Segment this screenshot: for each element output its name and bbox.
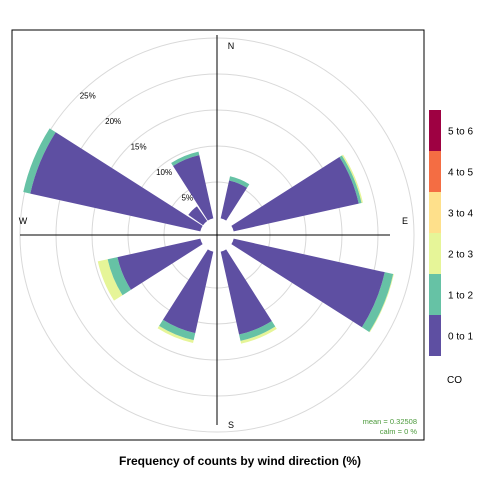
radial-tick-label: 10% bbox=[156, 168, 172, 177]
sector-67.5-bin-1 bbox=[339, 155, 362, 204]
mean-stat: mean = 0.32508 bbox=[363, 417, 417, 426]
legend-swatch-5 bbox=[429, 110, 441, 151]
sector-112.5-bin-1 bbox=[361, 272, 394, 332]
sector-157.5-bin-1 bbox=[239, 320, 276, 341]
sector-67.5-bin-0 bbox=[231, 157, 359, 232]
legend: 5 to 6 4 to 5 3 to 4 2 to 3 1 to 2 0 to 1 bbox=[429, 110, 473, 356]
wind-sectors bbox=[23, 128, 394, 344]
radial-tick-labels: 5% 10% 15% 20% 25% bbox=[80, 92, 193, 203]
sector-157.5-bin-0 bbox=[220, 249, 272, 335]
direction-label-w: W bbox=[19, 216, 28, 226]
calm-stat: calm = 0 % bbox=[380, 427, 418, 436]
legend-label: 0 to 1 bbox=[448, 332, 473, 343]
legend-swatch-0 bbox=[429, 315, 441, 356]
direction-label-s: S bbox=[228, 420, 234, 430]
legend-swatch-2 bbox=[429, 233, 441, 274]
sector-112.5-bin-0 bbox=[231, 238, 385, 328]
legend-label: 4 to 5 bbox=[448, 168, 473, 179]
sector-247.5-bin-1 bbox=[107, 257, 132, 296]
legend-swatch-3 bbox=[429, 192, 441, 233]
direction-label-n: N bbox=[228, 41, 235, 51]
sector-67.5-bin-2 bbox=[341, 154, 363, 203]
sector-202.5-bin-1 bbox=[159, 319, 196, 341]
legend-label: 2 to 3 bbox=[448, 250, 473, 261]
sector-247.5-bin-0 bbox=[117, 238, 203, 290]
legend-label: 3 to 4 bbox=[448, 209, 473, 220]
sector-337.5-bin-0 bbox=[173, 155, 214, 221]
radial-tick-label: 5% bbox=[182, 194, 194, 203]
radial-tick-label: 25% bbox=[80, 92, 96, 101]
legend-swatch-1 bbox=[429, 274, 441, 315]
sector-202.5-bin-2 bbox=[157, 325, 194, 343]
legend-swatch-4 bbox=[429, 151, 441, 192]
sector-292.5-bin-0 bbox=[30, 132, 203, 232]
sector-157.5-bin-2 bbox=[240, 326, 277, 344]
legend-label: 1 to 2 bbox=[448, 291, 473, 302]
direction-label-e: E bbox=[402, 216, 408, 226]
sector-292.5-bin-1 bbox=[23, 128, 56, 194]
compass-axes bbox=[20, 35, 390, 425]
legend-label: 5 to 6 bbox=[448, 127, 473, 138]
direction-labels: N E S W bbox=[19, 41, 408, 430]
sector-22.5-bin-1 bbox=[229, 176, 250, 188]
radial-tick-label: 20% bbox=[105, 117, 121, 126]
sector-202.5-bin-0 bbox=[162, 249, 214, 334]
legend-title: CO bbox=[447, 375, 462, 386]
radial-tick-label: 15% bbox=[131, 143, 147, 152]
sector-247.5-bin-2 bbox=[97, 259, 123, 301]
sector-315-bin-0 bbox=[188, 206, 208, 226]
sector-22.5-bin-0 bbox=[220, 180, 248, 221]
sector-337.5-bin-1 bbox=[171, 151, 200, 167]
plot-panel-frame bbox=[11, 29, 425, 441]
chart-caption: Frequency of counts by wind direction (%… bbox=[119, 454, 361, 468]
